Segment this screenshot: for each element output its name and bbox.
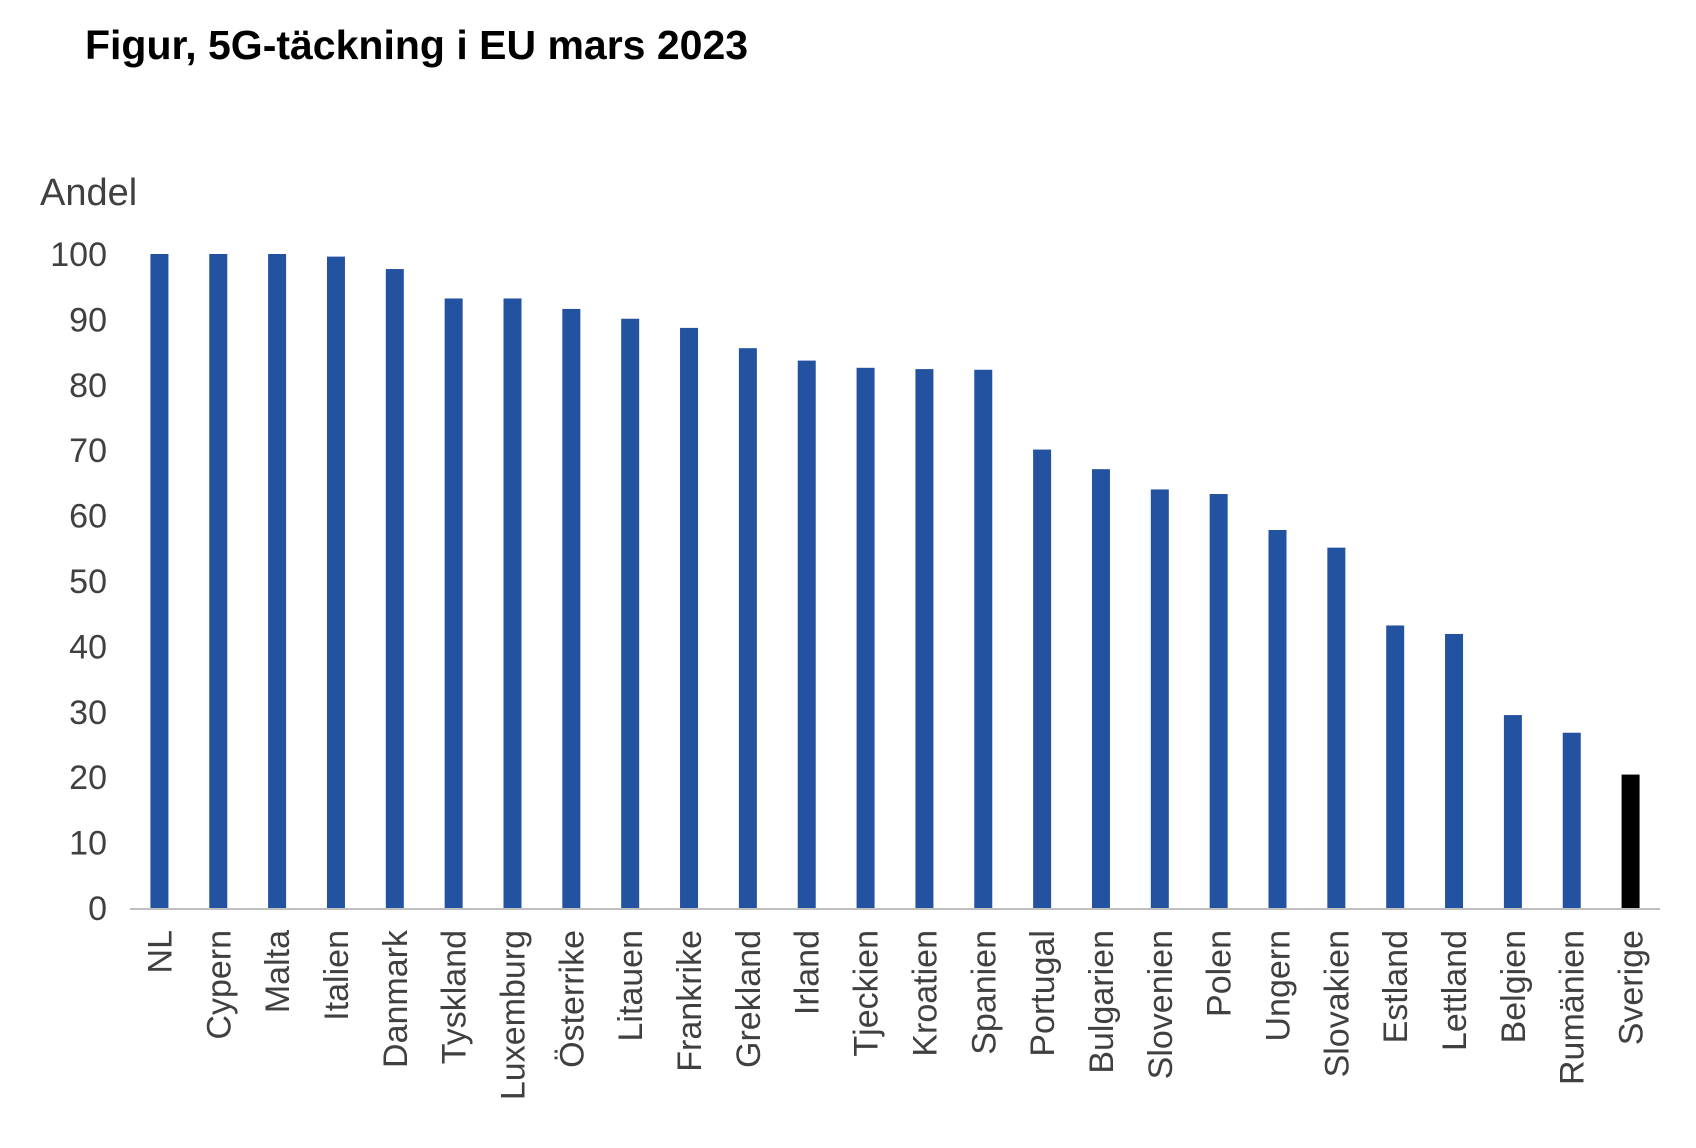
bar bbox=[1621, 774, 1640, 908]
y-axis-title: Andel bbox=[40, 172, 137, 214]
x-category-label: Grekland bbox=[730, 930, 768, 1068]
x-category-label: Cypern bbox=[200, 930, 238, 1040]
bar bbox=[1268, 529, 1287, 908]
x-category-label: Sverige bbox=[1613, 930, 1651, 1045]
chart-title: Figur, 5G-täckning i EU mars 2023 bbox=[85, 22, 749, 68]
x-category-label: Polen bbox=[1201, 930, 1239, 1017]
bar bbox=[1503, 715, 1522, 908]
x-category-label: Danmark bbox=[377, 929, 415, 1068]
bar bbox=[562, 308, 581, 908]
bar bbox=[621, 318, 640, 909]
bar bbox=[1327, 547, 1346, 908]
x-category-label: Ungern bbox=[1260, 930, 1298, 1042]
y-tick-label: 80 bbox=[69, 367, 107, 405]
bar bbox=[856, 367, 875, 908]
y-tick-label: 100 bbox=[50, 236, 107, 274]
bar bbox=[680, 327, 699, 909]
bar bbox=[503, 298, 522, 908]
x-category-label: Frankrike bbox=[671, 930, 709, 1072]
y-tick-label: 40 bbox=[69, 628, 107, 666]
y-tick-label: 10 bbox=[69, 825, 107, 863]
bar bbox=[1033, 449, 1052, 908]
x-category-label: Malta bbox=[259, 930, 297, 1013]
x-category-label: Luxemburg bbox=[495, 930, 533, 1100]
bar bbox=[915, 369, 934, 908]
y-tick-label: 70 bbox=[69, 432, 107, 470]
x-category-label: Estland bbox=[1377, 930, 1415, 1043]
y-tick-label: 90 bbox=[69, 301, 107, 339]
y-tick-label: 30 bbox=[69, 694, 107, 732]
bar bbox=[326, 256, 345, 909]
x-category-label: Österrike bbox=[553, 930, 591, 1068]
y-tick-label: 0 bbox=[88, 890, 107, 928]
x-category-label: Kroatien bbox=[906, 930, 944, 1057]
bar bbox=[974, 369, 993, 908]
x-category-label: Slovenien bbox=[1142, 930, 1180, 1079]
bar bbox=[444, 298, 463, 908]
x-category-label: NL bbox=[141, 930, 179, 973]
bar bbox=[797, 360, 816, 908]
x-category-label: Litauen bbox=[612, 930, 650, 1042]
bar bbox=[1562, 732, 1581, 908]
x-category-label: Tjeckien bbox=[848, 930, 886, 1057]
bar bbox=[1091, 469, 1110, 908]
bar bbox=[385, 269, 404, 908]
bar bbox=[1150, 489, 1169, 908]
x-category-label: Irland bbox=[789, 930, 827, 1015]
y-tick-label: 20 bbox=[69, 759, 107, 797]
bar bbox=[1386, 625, 1405, 908]
x-category-label: Italien bbox=[318, 930, 356, 1021]
x-category-label: Bulgarien bbox=[1083, 930, 1121, 1074]
bar bbox=[738, 348, 757, 908]
bar bbox=[209, 254, 228, 908]
x-category-label: Slovakien bbox=[1318, 930, 1356, 1077]
y-tick-label: 60 bbox=[69, 498, 107, 536]
bar bbox=[150, 254, 169, 908]
x-category-label: Tyskland bbox=[436, 930, 474, 1064]
x-category-label: Belgien bbox=[1495, 930, 1533, 1043]
bars bbox=[150, 254, 1640, 909]
y-tick-label: 50 bbox=[69, 563, 107, 601]
x-category-label: Spanien bbox=[965, 930, 1003, 1055]
x-category-label: Rumänien bbox=[1554, 930, 1592, 1085]
bar bbox=[1445, 633, 1464, 908]
bar bbox=[1209, 494, 1228, 908]
x-category-label: Lettland bbox=[1436, 930, 1474, 1051]
y-axis-ticks: 0 10 20 30 40 50 60 70 80 90 100 bbox=[50, 236, 107, 928]
x-category-label: Portugal bbox=[1024, 930, 1062, 1057]
bar bbox=[268, 254, 287, 908]
x-axis-labels: NL Cypern Malta Italien Danmark Tyskland Luxem… bbox=[141, 929, 1650, 1100]
